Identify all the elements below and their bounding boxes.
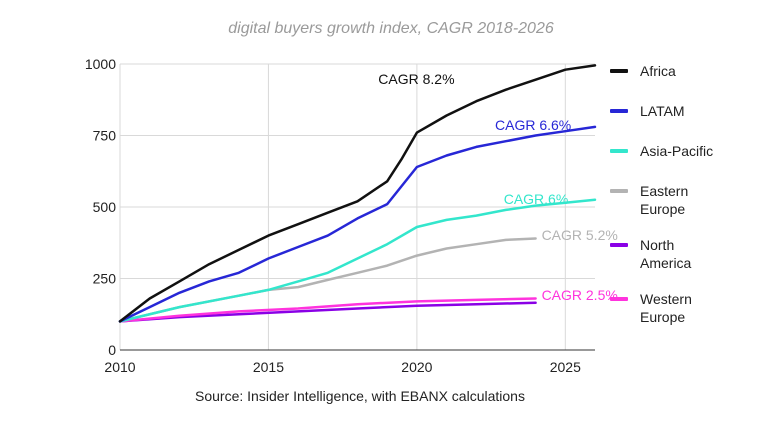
series-line-asia-pacific — [118, 198, 597, 323]
series-line-africa — [118, 64, 597, 323]
x-tick-label: 2015 — [253, 359, 284, 375]
series-line-north-america — [118, 301, 537, 323]
legend-swatch-africa — [610, 69, 628, 73]
y-tick-label: 1000 — [85, 56, 116, 72]
x-tick-label: 2025 — [550, 359, 581, 375]
y-tick-label: 750 — [93, 128, 117, 144]
legend-swatch-western-europe — [610, 297, 628, 301]
legend-swatch-asia-pacific — [610, 149, 628, 153]
legend-item-latam: LATAM — [610, 102, 782, 142]
x-tick-label: 2020 — [401, 359, 432, 375]
legend-item-eastern-europe: Eastern Europe — [610, 182, 782, 236]
legend-item-asia-pacific: Asia-Pacific — [610, 142, 782, 182]
series-annotation: CAGR 8.2% — [378, 71, 454, 87]
legend-swatch-latam — [610, 109, 628, 113]
x-tick-label: 2010 — [104, 359, 135, 375]
y-tick-label: 250 — [93, 271, 117, 287]
legend-swatch-north-america — [610, 243, 628, 247]
legend-item-africa: Africa — [610, 62, 782, 102]
y-tick-label: 0 — [108, 342, 116, 358]
chart-title: digital buyers growth index, CAGR 2018-2… — [228, 20, 554, 37]
legend-label-africa: Africa — [640, 63, 676, 79]
legend-label-latam: LATAM — [640, 103, 685, 119]
y-tick-label: 500 — [93, 199, 117, 215]
series-annotation: CAGR 6.6% — [495, 117, 571, 133]
series-annotation: CAGR 5.2% — [542, 227, 618, 243]
legend-item-north-america: North America — [610, 236, 782, 290]
legend-label-asia-pacific: Asia-Pacific — [640, 143, 714, 159]
series-annotation: CAGR 2.5% — [542, 287, 618, 303]
chart-legend: Africa LATAM Asia-Pacific Eastern Europe… — [610, 62, 782, 344]
chart-source-note: Source: Insider Intelligence, with EBANX… — [195, 388, 525, 404]
legend-label-western-europe: Western Europe — [640, 291, 692, 325]
legend-label-eastern-europe: Eastern Europe — [640, 183, 689, 217]
series-annotation: CAGR.6% — [504, 191, 569, 207]
legend-swatch-eastern-europe — [610, 189, 628, 193]
series-line-latam — [118, 125, 597, 323]
legend-label-north-america: North America — [640, 237, 692, 271]
series-line-western-europe — [118, 297, 537, 323]
legend-item-western-europe: Western Europe — [610, 290, 782, 344]
